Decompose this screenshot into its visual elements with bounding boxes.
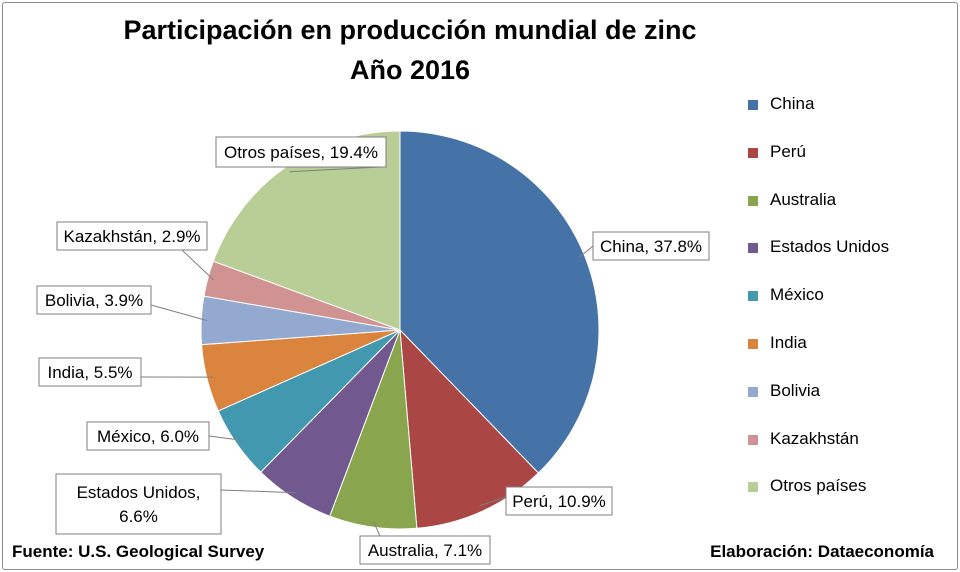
leader-line-5: [208, 435, 242, 441]
data-label-box: [359, 535, 491, 565]
leader-line-4: [220, 489, 297, 494]
data-label-text: Bolivia, 3.9%: [45, 291, 143, 310]
data-label-text: China, 37.8%: [600, 237, 702, 256]
leader-line-1: [578, 245, 594, 258]
data-label-3: Australia, 7.1%: [359, 535, 491, 565]
legend-swatch: [748, 100, 758, 110]
chart-title: Participación en producción mundial de z…: [123, 15, 697, 45]
data-label-4: Estados Unidos, 6.6%: [55, 473, 222, 535]
legend-label: Otros países: [770, 476, 867, 496]
data-label-text: Estados Unidos, 6.6%: [77, 483, 201, 526]
legend-swatch: [748, 482, 758, 493]
credit-note: Elaboración: Dataeconomía: [710, 542, 934, 561]
chart-subtitle: Año 2016: [349, 55, 471, 85]
leader-line-8: [181, 249, 214, 281]
leader-line-9: [289, 166, 381, 173]
pie-slice-1: [399, 130, 600, 474]
data-label-text: Otros países, 19.4%: [224, 143, 378, 162]
legend-swatch: [748, 195, 758, 206]
data-label-9: Otros países, 19.4%: [215, 136, 387, 168]
data-label-box: [592, 231, 710, 261]
data-label-box: [505, 486, 613, 516]
data-label-8: Kazakhstán, 2.9%: [56, 221, 208, 251]
legend-swatch: [748, 147, 758, 158]
legend-label: China: [770, 94, 815, 113]
data-label-box: [36, 285, 152, 315]
data-label-box: [215, 136, 387, 168]
pie-slice-2: [399, 328, 540, 529]
legend-label: India: [770, 333, 807, 352]
leader-line-3: [372, 520, 381, 537]
legend-label: Australia: [770, 189, 837, 209]
legend-label: Estados Unidos: [770, 237, 890, 257]
legend-label: Kazakhstán: [770, 428, 859, 448]
legend-label: México: [770, 285, 824, 305]
data-label-text: Australia, 7.1%: [368, 541, 482, 560]
source-note: Fuente: U.S. Geological Survey: [12, 542, 265, 561]
data-label-text: México, 6.0%: [97, 427, 199, 446]
legend-swatch: [748, 243, 758, 254]
data-label-5: México, 6.0%: [86, 421, 210, 451]
data-label-text: India, 5.5%: [47, 363, 132, 382]
data-label-box: [55, 473, 222, 535]
data-label-box: [86, 421, 210, 451]
data-label-box: [56, 221, 208, 251]
legend-swatch: [748, 339, 758, 349]
data-label-1: China, 37.8%: [592, 231, 710, 261]
data-label-box: [38, 357, 142, 387]
data-label-text: Perú, 10.9%: [512, 492, 606, 511]
data-label-6: India, 5.5%: [38, 357, 142, 387]
legend-label: Bolivia: [770, 380, 821, 400]
data-label-2: Perú, 10.9%: [505, 486, 613, 516]
legend-swatch: [748, 386, 758, 397]
data-label-7: Bolivia, 3.9%: [36, 285, 152, 315]
data-label-text: Kazakhstán, 2.9%: [63, 227, 200, 246]
legend-swatch: [748, 291, 758, 302]
legend-swatch: [748, 434, 758, 445]
leader-line-7: [150, 304, 208, 322]
legend-label: Perú: [770, 141, 806, 161]
